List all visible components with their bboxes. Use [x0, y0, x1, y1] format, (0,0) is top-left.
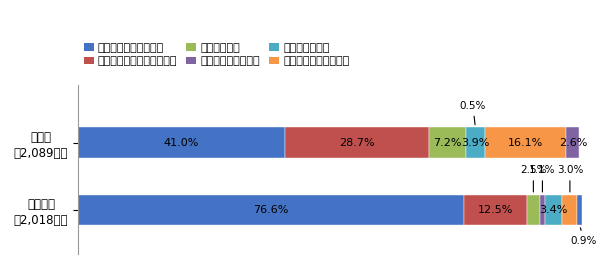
Bar: [466, 128, 485, 158]
Text: 16.1%: 16.1%: [508, 138, 544, 148]
Bar: [545, 195, 562, 225]
Bar: [566, 128, 580, 158]
Bar: [464, 195, 527, 225]
Bar: [577, 195, 582, 225]
Text: 1.1%: 1.1%: [529, 165, 556, 192]
Text: 3.9%: 3.9%: [461, 138, 490, 148]
Legend: 正社（職）員・従業員, 非正規社（職）員・従業員, 自営業／家業, 学生（留学を含む）, 専業主婦（夫）, 無職・失業中／休職中: 正社（職）員・従業員, 非正規社（職）員・従業員, 自営業／家業, 学生（留学を…: [83, 43, 350, 66]
Text: 28.7%: 28.7%: [339, 138, 375, 148]
Bar: [562, 195, 577, 225]
Text: 0.5%: 0.5%: [460, 101, 486, 125]
Text: 12.5%: 12.5%: [478, 205, 513, 215]
Text: 3.4%: 3.4%: [539, 205, 568, 215]
Text: 7.2%: 7.2%: [433, 138, 461, 148]
Text: 0.9%: 0.9%: [571, 228, 597, 246]
Text: 2.5%: 2.5%: [520, 165, 547, 192]
Bar: [429, 128, 466, 158]
Bar: [527, 195, 539, 225]
Text: 76.6%: 76.6%: [253, 205, 289, 215]
Text: 3.0%: 3.0%: [557, 165, 583, 192]
Text: 41.0%: 41.0%: [164, 138, 199, 148]
Bar: [485, 128, 566, 158]
Bar: [78, 195, 464, 225]
Bar: [284, 128, 429, 158]
Text: 2.6%: 2.6%: [559, 138, 587, 148]
Bar: [539, 195, 545, 225]
Bar: [78, 128, 284, 158]
